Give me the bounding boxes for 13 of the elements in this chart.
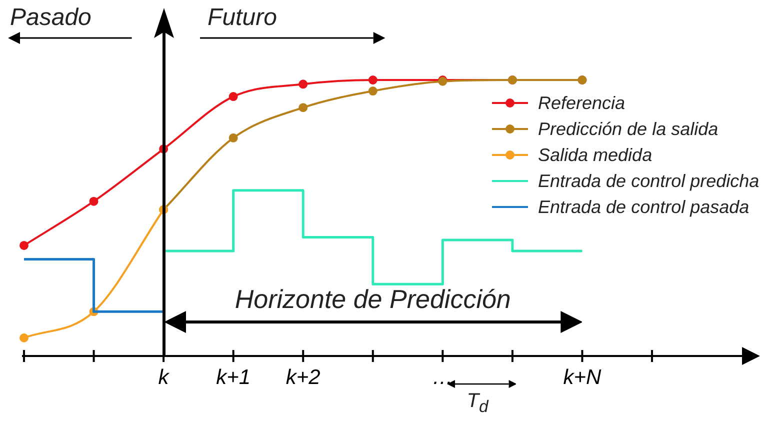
text: T$_{d}$: [466, 390, 488, 417]
text: Futuro: [208, 4, 277, 32]
legend-label: Entrada de control predicha: [538, 170, 760, 192]
text: Pasado: [10, 4, 92, 32]
x-tick-label: k+N: [563, 366, 602, 390]
legend-label: Predicción de la salida: [538, 118, 718, 140]
x-tick-label: k+1: [216, 366, 251, 390]
x-tick-label: k+2: [286, 366, 321, 390]
legend-label: Entrada de control pasada: [538, 196, 750, 218]
legend-label: Referencia: [538, 92, 626, 114]
legend-label: Salida medida: [538, 144, 652, 166]
annotation: Horizonte de Predicción: [234, 284, 511, 315]
x-tick-label: k: [158, 366, 170, 390]
